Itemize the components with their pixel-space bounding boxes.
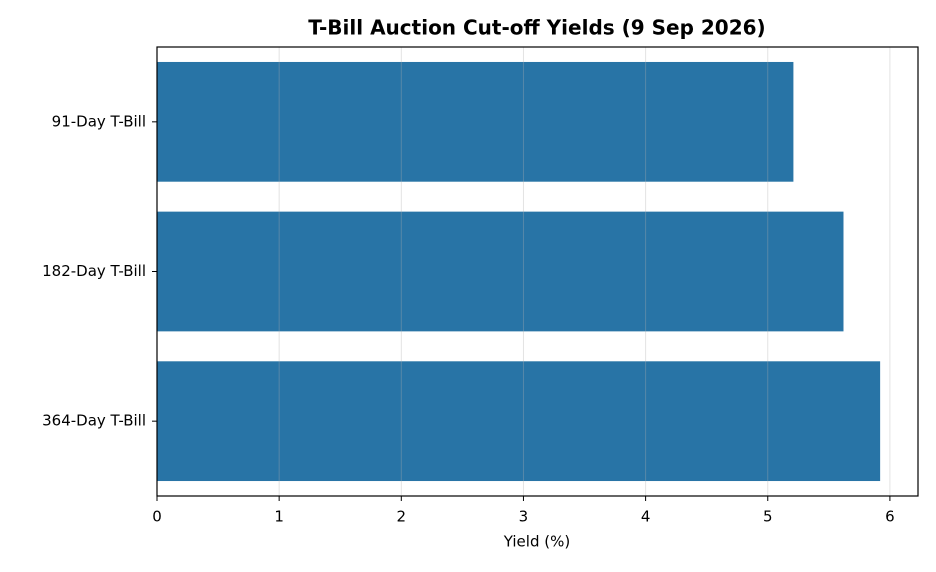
x-tick-label: 6 [885,508,895,526]
x-tick-label: 1 [274,508,284,526]
y-tick-label: 182-Day T-Bill [42,262,146,280]
x-tick-label: 0 [152,508,162,526]
bar [157,211,844,332]
chart-title: T-Bill Auction Cut-off Yields (9 Sep 202… [308,16,765,40]
y-tick-label: 91-Day T-Bill [52,112,146,130]
y-tick-label: 364-Day T-Bill [42,412,146,430]
x-tick-label: 3 [519,508,529,526]
bar [157,361,881,482]
plot-frame [156,46,919,497]
bar [157,61,794,182]
x-tick-label: 4 [641,508,651,526]
x-tick-label: 2 [397,508,407,526]
x-axis-label: Yield (%) [503,533,570,551]
x-tick-label: 5 [763,508,773,526]
